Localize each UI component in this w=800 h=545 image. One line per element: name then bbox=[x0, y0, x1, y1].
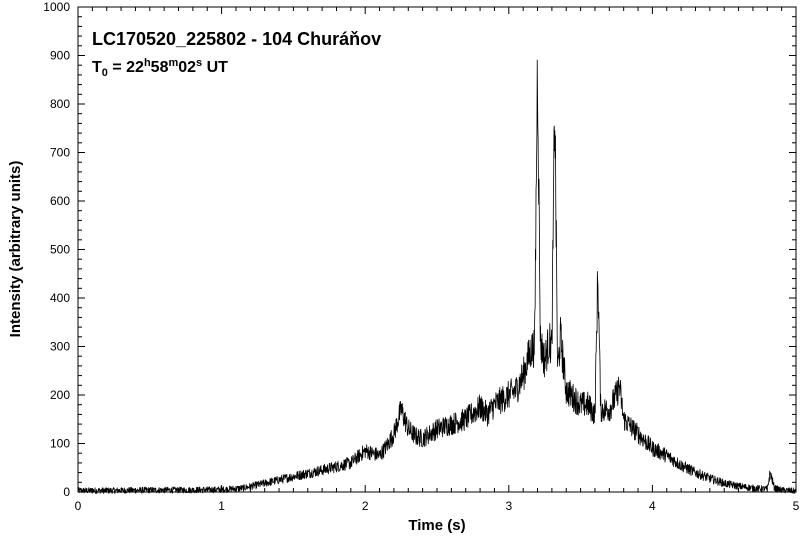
y-tick-label: 700 bbox=[50, 146, 70, 160]
y-tick-label: 1000 bbox=[43, 0, 70, 14]
x-tick-label: 3 bbox=[505, 499, 512, 513]
y-tick-label: 300 bbox=[50, 340, 70, 354]
chart-subtitle: T0 = 22h58m02s UT bbox=[92, 57, 228, 79]
x-axis-title: Time (s) bbox=[408, 517, 465, 534]
t0-h: h bbox=[144, 57, 151, 69]
plot-frame bbox=[77, 6, 797, 493]
y-tick-label: 200 bbox=[50, 388, 70, 402]
x-tick-label: 0 bbox=[75, 499, 82, 513]
t0-sec: 02 bbox=[178, 59, 196, 76]
t0-prefix-sub: 0 bbox=[102, 67, 108, 79]
y-tick-label: 900 bbox=[50, 49, 70, 63]
chart-title: LC170520_225802 - 104 Churáňov bbox=[92, 29, 381, 49]
t0-equals: = 22 bbox=[108, 59, 144, 76]
y-tick-label: 500 bbox=[50, 243, 70, 257]
axis-ticks bbox=[77, 6, 797, 493]
y-tick-label: 400 bbox=[50, 291, 70, 305]
x-tick-label: 1 bbox=[218, 499, 225, 513]
t0-m: m bbox=[168, 57, 178, 69]
intensity-series-line bbox=[77, 59, 797, 494]
t0-suffix: UT bbox=[202, 59, 228, 76]
y-tick-label: 600 bbox=[50, 194, 70, 208]
y-tick-label: 100 bbox=[50, 437, 70, 451]
y-axis-title: Intensity (arbitrary units) bbox=[7, 161, 24, 338]
y-tick-label: 800 bbox=[50, 97, 70, 111]
t0-min: 58 bbox=[151, 59, 169, 76]
y-tick-label: 0 bbox=[63, 485, 70, 499]
x-tick-label: 2 bbox=[362, 499, 369, 513]
x-tick-label: 5 bbox=[793, 499, 800, 513]
x-tick-label: 4 bbox=[649, 499, 656, 513]
t0-prefix: T bbox=[92, 59, 102, 76]
tick-labels: 0 1 2 3 4 5 0 100 200 300 400 500 600 700 800 900 1000 bbox=[43, 0, 799, 513]
t0-s: s bbox=[196, 57, 202, 69]
